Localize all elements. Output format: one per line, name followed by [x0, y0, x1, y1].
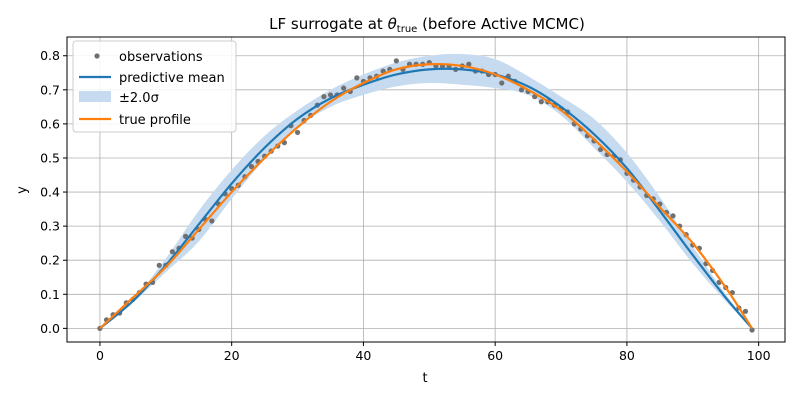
y-tick-label: 0.2 [40, 253, 60, 268]
y-axis-label: y [15, 186, 30, 194]
observation-point [466, 61, 472, 67]
observation-point [169, 249, 175, 255]
y-axis-ticks: 0.0 0.1 0.2 0.3 0.4 0.5 0.6 0.7 0.8 [40, 48, 67, 336]
confidence-band [99, 53, 753, 329]
x-tick-label: 0 [96, 348, 104, 363]
observation-point [518, 87, 525, 93]
x-axis-ticks: 0 20 40 60 80 100 [96, 342, 771, 363]
observation-point [341, 85, 347, 91]
x-tick-label: 100 [747, 348, 771, 363]
x-axis-label: t [422, 371, 427, 386]
observation-point [321, 94, 327, 100]
legend-band-label: ±2.0σ [119, 91, 159, 106]
plot-frame [66, 36, 786, 343]
y-tick-label: 0.8 [40, 48, 60, 63]
observation-point [670, 213, 676, 219]
legend-observations-label: observations [119, 50, 203, 65]
chart-title: LF surrogate at θtrue (before Active MCM… [269, 15, 585, 35]
legend-true-profile-label: true profile [119, 113, 191, 128]
legend-band-swatch [79, 91, 111, 102]
observation-point [742, 308, 749, 314]
true-profile-line [99, 62, 753, 330]
observation-point [538, 99, 544, 105]
x-tick-label: 40 [355, 348, 371, 363]
confidence-band-layer [99, 53, 753, 329]
observation-point [354, 75, 360, 81]
observation-point [499, 80, 505, 86]
legend-box [72, 40, 237, 133]
observation-point [294, 129, 301, 136]
observation-point [327, 92, 334, 98]
legend-predictive-mean-label: predictive mean [119, 71, 225, 86]
x-tick-label: 80 [619, 348, 635, 363]
y-tick-label: 0.3 [40, 219, 60, 234]
observation-point [209, 218, 215, 224]
y-tick-label: 0.5 [40, 150, 60, 165]
lines-layer [99, 62, 753, 330]
y-tick-label: 0.4 [40, 185, 60, 200]
y-tick-label: 0.6 [40, 116, 60, 131]
y-tick-label: 0.7 [40, 82, 60, 97]
y-tick-label: 0.1 [40, 287, 60, 302]
y-tick-label: 0.0 [40, 321, 60, 336]
x-tick-label: 60 [487, 348, 503, 363]
legend-observations-marker [94, 53, 100, 59]
legend: observations predictive mean ±2.0σ true … [72, 40, 237, 133]
x-tick-label: 20 [224, 348, 240, 363]
observation-point [156, 262, 162, 268]
observation-point [248, 163, 255, 170]
observation-point [749, 327, 755, 333]
observation-point [393, 58, 399, 64]
